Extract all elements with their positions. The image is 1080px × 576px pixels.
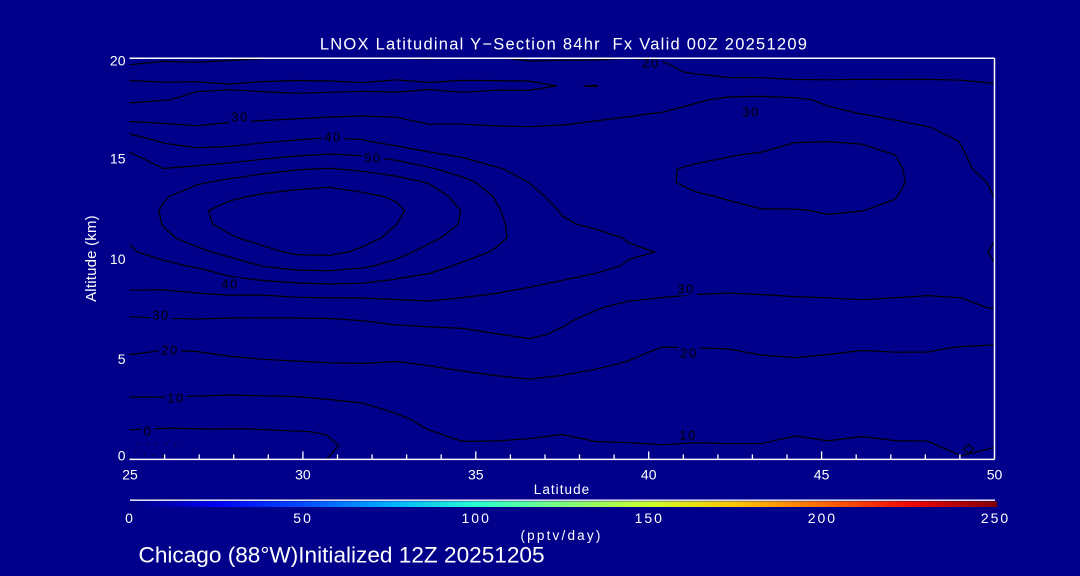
svg-text:200: 200 xyxy=(808,510,837,526)
svg-text:20: 20 xyxy=(161,343,178,358)
svg-text:50: 50 xyxy=(293,510,313,526)
svg-text:50: 50 xyxy=(987,467,1003,483)
svg-text:40: 40 xyxy=(324,130,341,145)
svg-text:150: 150 xyxy=(635,510,664,526)
svg-text:30: 30 xyxy=(677,282,694,297)
svg-text:0: 0 xyxy=(118,448,126,464)
svg-text:5: 5 xyxy=(118,351,126,367)
svg-text:Latitude: Latitude xyxy=(534,482,590,497)
svg-text:10: 10 xyxy=(110,251,126,267)
svg-text:45: 45 xyxy=(814,467,830,483)
svg-text:(pptv/day): (pptv/day) xyxy=(520,528,602,543)
svg-text:Altitude (km): Altitude (km) xyxy=(83,215,100,302)
svg-text:10: 10 xyxy=(679,428,696,443)
svg-text:10: 10 xyxy=(167,391,184,406)
svg-text:20: 20 xyxy=(642,56,659,71)
svg-text:40: 40 xyxy=(221,277,238,292)
svg-text:250: 250 xyxy=(981,510,1010,526)
svg-text:30: 30 xyxy=(231,110,248,125)
svg-text:0: 0 xyxy=(144,424,153,439)
svg-text:50: 50 xyxy=(364,151,381,166)
svg-text:30: 30 xyxy=(742,105,759,120)
svg-text:0: 0 xyxy=(125,510,135,526)
svg-text:Chicago (88°W)Initialized 12Z: Chicago (88°W)Initialized 12Z 20251205 xyxy=(139,543,545,568)
svg-text:30: 30 xyxy=(152,308,169,323)
svg-text:15: 15 xyxy=(110,151,126,167)
svg-text:20: 20 xyxy=(110,53,126,69)
svg-text:40: 40 xyxy=(641,467,657,483)
svg-text:100: 100 xyxy=(462,510,491,526)
svg-text:30: 30 xyxy=(295,467,311,483)
svg-text:20: 20 xyxy=(680,346,697,361)
svg-text:25: 25 xyxy=(122,467,138,483)
svg-text:LNOX Latitudinal Y−Section 84h: LNOX Latitudinal Y−Section 84hr Fx Valid… xyxy=(320,36,808,54)
svg-text:35: 35 xyxy=(468,467,484,483)
